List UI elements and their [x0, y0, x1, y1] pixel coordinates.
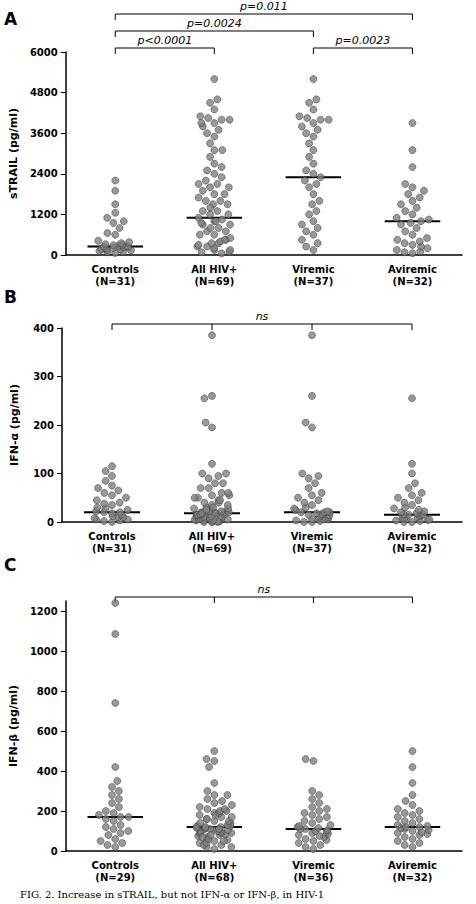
- svg-text:Controls: Controls: [92, 264, 139, 275]
- svg-text:Controls: Controls: [88, 531, 135, 542]
- svg-text:C: C: [4, 555, 16, 575]
- svg-text:0: 0: [51, 250, 58, 261]
- svg-text:(N=69): (N=69): [192, 543, 232, 554]
- svg-text:1200: 1200: [30, 209, 58, 220]
- svg-text:FIG. 2. Increase in sTRAIL, bu: FIG. 2. Increase in sTRAIL, but not IFN-…: [20, 889, 324, 900]
- svg-text:Aviremic: Aviremic: [388, 531, 437, 542]
- svg-text:100: 100: [33, 468, 54, 479]
- svg-text:Viremic: Viremic: [291, 531, 334, 542]
- svg-text:IFN-β (pg/ml): IFN-β (pg/ml): [7, 685, 20, 767]
- svg-text:800: 800: [37, 686, 58, 697]
- svg-text:4800: 4800: [30, 87, 58, 98]
- svg-text:(N=36): (N=36): [293, 872, 333, 883]
- svg-text:ns: ns: [258, 583, 271, 596]
- svg-text:2400: 2400: [30, 168, 58, 179]
- svg-text:p=0.0024: p=0.0024: [186, 17, 242, 30]
- svg-text:3600: 3600: [30, 128, 58, 139]
- svg-text:200: 200: [33, 420, 54, 431]
- svg-text:1000: 1000: [30, 646, 58, 657]
- svg-text:Controls: Controls: [92, 860, 139, 871]
- svg-text:200: 200: [37, 806, 58, 817]
- svg-text:p=0.011: p=0.011: [239, 0, 288, 13]
- svg-text:ns: ns: [256, 310, 269, 323]
- svg-text:Aviremic: Aviremic: [388, 264, 437, 275]
- svg-text:(N=37): (N=37): [292, 543, 332, 554]
- svg-text:(N=32): (N=32): [393, 872, 433, 883]
- svg-text:Viremic: Viremic: [292, 860, 335, 871]
- svg-text:(N=32): (N=32): [392, 543, 432, 554]
- svg-text:(N=32): (N=32): [393, 276, 433, 287]
- svg-text:400: 400: [37, 766, 58, 777]
- svg-text:1200: 1200: [30, 606, 58, 617]
- svg-text:(N=69): (N=69): [194, 276, 234, 287]
- svg-text:600: 600: [37, 726, 58, 737]
- svg-text:sTRAIL (pg/ml): sTRAIL (pg/ml): [7, 108, 20, 199]
- svg-text:(N=31): (N=31): [92, 543, 132, 554]
- svg-text:All HIV+: All HIV+: [189, 531, 235, 542]
- svg-text:p=0.0023: p=0.0023: [335, 34, 391, 47]
- svg-text:Aviremic: Aviremic: [388, 860, 437, 871]
- svg-text:(N=29): (N=29): [95, 872, 135, 883]
- svg-text:(N=37): (N=37): [293, 276, 333, 287]
- svg-text:300: 300: [33, 371, 54, 382]
- svg-text:IFN-α (pg/ml): IFN-α (pg/ml): [8, 384, 21, 466]
- svg-text:All HIV+: All HIV+: [191, 860, 237, 871]
- svg-text:400: 400: [33, 323, 54, 334]
- svg-text:(N=68): (N=68): [194, 872, 234, 883]
- svg-text:B: B: [4, 287, 17, 307]
- svg-text:Viremic: Viremic: [292, 264, 335, 275]
- svg-text:All HIV+: All HIV+: [191, 264, 237, 275]
- svg-text:0: 0: [47, 517, 54, 528]
- svg-text:0: 0: [51, 846, 58, 857]
- svg-text:p<0.0001: p<0.0001: [136, 34, 192, 47]
- svg-text:(N=31): (N=31): [95, 276, 135, 287]
- svg-text:A: A: [4, 9, 18, 29]
- svg-text:6000: 6000: [30, 47, 58, 58]
